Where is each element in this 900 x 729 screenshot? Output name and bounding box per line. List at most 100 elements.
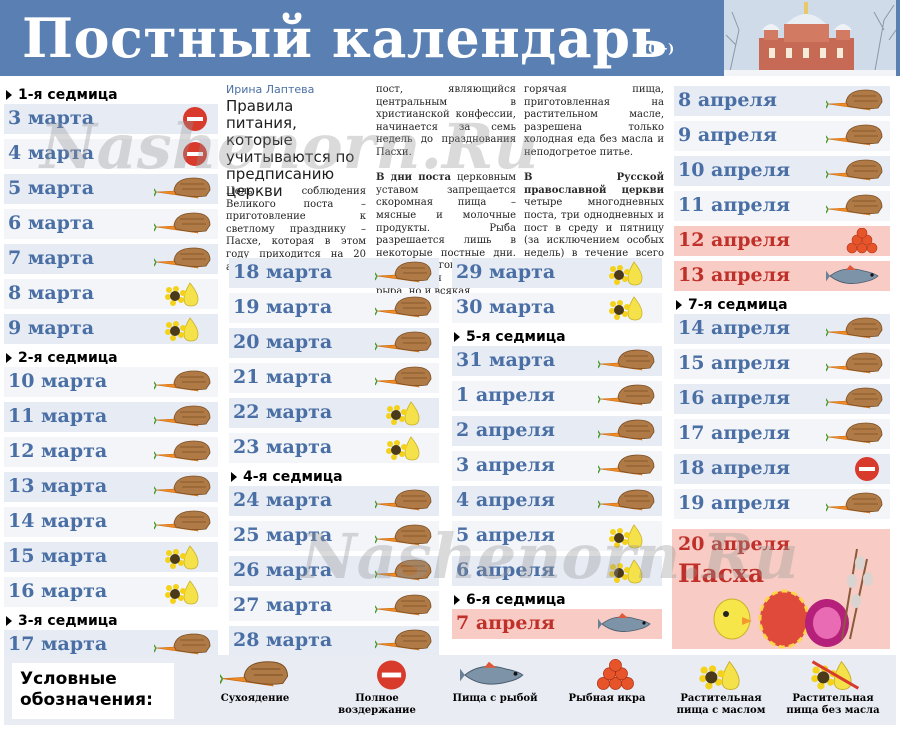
caviar-icon (846, 228, 878, 254)
day-row: 8 марта (4, 279, 218, 309)
legend-item: Полное воздержание (322, 659, 432, 717)
no-food-icon (183, 142, 207, 166)
dry-food-icon (154, 247, 211, 269)
week-5-heading: 5-я седмица (452, 328, 662, 346)
dry-food-icon (598, 349, 655, 371)
dry-food-icon (826, 194, 883, 216)
day-date: 11 апреля (678, 194, 791, 216)
dry-food-icon (375, 366, 432, 388)
dry-food-icon (826, 317, 883, 339)
easter-day: 20 апреля Пасха (672, 529, 890, 649)
day-date: 27 марта (233, 594, 333, 616)
day-row: 23 марта (229, 433, 439, 463)
day-row: 4 апреля (452, 486, 662, 516)
day-row: 24 марта (229, 486, 439, 516)
day-row: 15 марта (4, 542, 218, 572)
dry-food-icon (598, 384, 655, 406)
day-date: 8 марта (8, 282, 95, 304)
day-row: 22 марта (229, 398, 439, 428)
day-row: 11 марта (4, 402, 218, 432)
dry-food-icon (154, 177, 211, 199)
day-row: 16 марта (4, 577, 218, 607)
day-date: 6 марта (8, 212, 95, 234)
oil-food-icon (386, 436, 420, 461)
dry-food-icon (826, 492, 883, 514)
day-date: 15 апреля (678, 352, 791, 374)
easter-eggs-illustration (713, 548, 873, 649)
dry-food-icon (375, 524, 432, 546)
day-date: 28 марта (233, 629, 333, 651)
day-row: 9 марта (4, 314, 218, 344)
age-rating: (0+) (642, 42, 675, 57)
day-date: 23 марта (233, 436, 333, 458)
day-row: 18 апреля (674, 454, 890, 484)
legend-label: Сухоядение (220, 693, 290, 704)
day-date: 4 марта (8, 142, 95, 164)
day-date: 5 марта (8, 177, 95, 199)
article-col-2: пост, являющийся центральным в христианс… (376, 84, 516, 297)
week-7-heading: 7-я седмица (674, 296, 890, 314)
day-row: 9 апреля (674, 121, 890, 151)
dry-food-icon (154, 370, 211, 392)
day-date: 26 марта (233, 559, 333, 581)
day-row: 8 апреля (674, 86, 890, 116)
day-date: 22 марта (233, 401, 333, 423)
no-food-icon (855, 457, 879, 481)
day-date: 17 марта (8, 633, 108, 655)
dry-food-icon (375, 559, 432, 581)
day-date: 2 апреля (456, 419, 555, 441)
day-row: 12 марта (4, 437, 218, 467)
day-date: 30 марта (456, 296, 556, 318)
dry-food-icon (826, 352, 883, 374)
no-food-icon (377, 660, 406, 690)
day-date: 16 марта (8, 580, 108, 602)
day-date: 13 апреля (678, 264, 791, 286)
day-date: 11 марта (8, 405, 108, 427)
dry-food-icon (220, 661, 289, 687)
day-date: 14 марта (8, 510, 108, 532)
day-row: 25 марта (229, 521, 439, 551)
day-date: 25 марта (233, 524, 333, 546)
dry-food-icon (154, 440, 211, 462)
day-row: 20 марта (229, 328, 439, 358)
day-date: 13 марта (8, 475, 108, 497)
no-oil-food-icon (811, 660, 860, 690)
legend-label: Растительная пища с маслом (676, 693, 766, 716)
dry-food-icon (826, 159, 883, 181)
oil-food-icon (165, 580, 199, 605)
triangle-icon (676, 300, 682, 310)
dry-food-icon (598, 489, 655, 511)
dry-food-icon (598, 419, 655, 441)
day-date: 29 марта (456, 261, 556, 283)
day-date: 9 апреля (678, 124, 777, 146)
day-date: 19 марта (233, 296, 333, 318)
day-row: 5 апреля (452, 521, 662, 551)
day-row: 7 марта (4, 244, 218, 274)
triangle-icon (231, 472, 237, 482)
day-date: 14 апреля (678, 317, 791, 339)
week-6-heading: 6-я седмица (452, 591, 662, 609)
day-row: 13 апреля (674, 261, 890, 291)
oil-food-icon (386, 401, 420, 426)
day-date: 3 апреля (456, 454, 555, 476)
day-row: 10 марта (4, 367, 218, 397)
day-date: 16 апреля (678, 387, 791, 409)
day-row: 27 марта (229, 591, 439, 621)
day-date: 24 марта (233, 489, 333, 511)
easter-date: 20 апреля (678, 533, 791, 555)
dry-food-icon (826, 124, 883, 146)
day-date: 9 марта (8, 317, 95, 339)
day-row: 3 марта (4, 104, 218, 134)
day-row: 19 марта (229, 293, 439, 323)
day-row: 14 марта (4, 507, 218, 537)
day-date: 3 марта (8, 107, 95, 129)
header-banner: Постный календарь (0+) (0, 0, 900, 76)
day-date: 8 апреля (678, 89, 777, 111)
day-row: 16 апреля (674, 384, 890, 414)
dry-food-icon (375, 296, 432, 318)
easter-label: Пасха (678, 559, 765, 588)
oil-food-icon (165, 282, 199, 307)
day-row: 2 апреля (452, 416, 662, 446)
day-row: 26 марта (229, 556, 439, 586)
dry-food-icon (375, 629, 432, 651)
